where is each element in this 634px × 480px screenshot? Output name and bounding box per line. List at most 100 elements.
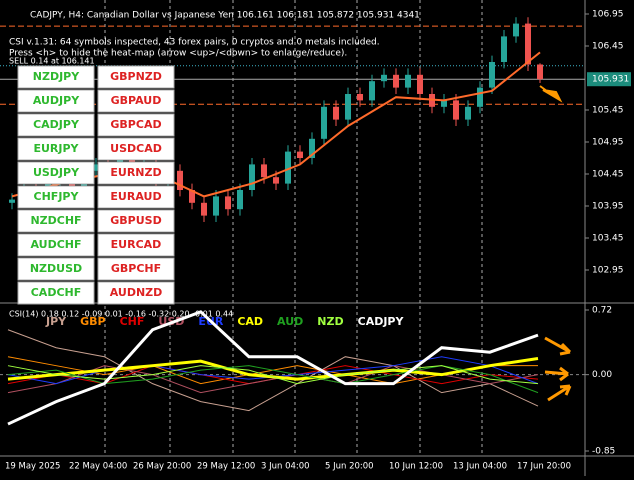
candle-body [369, 81, 375, 101]
csi-line [7, 329, 539, 412]
info-line: CSI v.1.31: 64 symbols inspected, 43 for… [9, 38, 380, 48]
legend-entry: CADJPY [358, 315, 405, 328]
time-label: 19 May 2025 [5, 462, 60, 472]
heatmap-pair: EURCAD [111, 238, 162, 251]
heatmap-cell [97, 161, 175, 185]
price-tick-label: 103.95 [592, 202, 624, 212]
arrows [539, 85, 572, 402]
candle-body [405, 74, 411, 88]
candle-body [489, 62, 495, 88]
legend-entry: CAD [237, 315, 263, 328]
heatmap-cell [97, 113, 175, 137]
heatmap-cell [97, 281, 175, 305]
heatmap-cell [17, 65, 95, 89]
symbol-line: CADJPY, H4: Canadian Dollar vs Japanese … [30, 11, 420, 21]
indicator-tick-label: 0.72 [592, 306, 612, 316]
heatmap-cell [17, 137, 95, 161]
heatmap-cell [97, 209, 175, 233]
hint-line: Press <h> to hide the heat-map (arrow <u… [9, 49, 347, 59]
price-tick-label: 105.45 [592, 106, 624, 116]
heatmap-pair: AUDCHF [30, 238, 81, 251]
candle-body [297, 151, 303, 158]
heatmap-cell [17, 209, 95, 233]
candle-body [249, 164, 255, 190]
heatmap-pair: AUDNZD [110, 286, 163, 299]
order-line: SELL 0.14 at 106.141 [9, 57, 95, 66]
price-tick-label: 106.45 [592, 42, 624, 52]
candle-body [537, 64, 543, 80]
heatmap-cell [97, 185, 175, 209]
heatmap-cell [97, 89, 175, 113]
candle-body [177, 170, 183, 190]
heatmap-pair: AUDJPY [33, 94, 80, 107]
csi-line [7, 310, 539, 426]
price-tick-label: 102.95 [592, 266, 624, 276]
time-label: 22 May 04:00 [69, 462, 127, 472]
candle-body [213, 196, 219, 216]
heatmap-pair: NZDUSD [30, 262, 82, 275]
heatmap-pair: NZDCHF [30, 214, 81, 227]
candle-body [345, 94, 351, 120]
candle-body [525, 23, 531, 65]
candle-body [441, 100, 447, 107]
legend-entry: CHF [120, 315, 145, 328]
candle-body [201, 202, 207, 216]
time-label: 26 May 20:00 [133, 462, 191, 472]
heatmap-pair: GBPUSD [110, 214, 161, 227]
legend-entry: JPY [45, 315, 67, 328]
candle-body [477, 87, 483, 107]
indicator-tick-label: 0.00 [592, 370, 612, 380]
heatmap-pair: GBPCAD [110, 118, 161, 131]
heatmap-cell [97, 137, 175, 161]
candle-body [189, 190, 195, 203]
last-price-box [587, 72, 631, 87]
indicator-title: CSI(14) 0.18 0.12 -0.09 0.01 -0.16 -0.32… [9, 310, 233, 319]
candle-body [393, 74, 399, 88]
heatmap-pair: EURAUD [110, 190, 161, 203]
candle-body [237, 190, 243, 210]
heatmap-cell [97, 65, 175, 89]
candle-body [357, 94, 363, 101]
indicator-tick-label: -0.85 [592, 447, 615, 457]
legend-entry: AUD [277, 315, 303, 328]
time-label: 5 Jun 20:00 [325, 462, 374, 472]
time-label: 13 Jun 04:00 [453, 462, 507, 472]
candle-body [465, 106, 471, 120]
heatmap-pair: GBPCHF [111, 262, 161, 275]
heatmap-cell [17, 161, 95, 185]
last-price-label: 105.931 [592, 75, 629, 85]
time-label: 17 Jun 20:00 [517, 462, 571, 472]
candle-body [453, 100, 459, 120]
candle-body [93, 164, 99, 171]
heatmap-pair: GBPNZD [110, 70, 162, 83]
candle-body [381, 74, 387, 82]
heatmap-cell [17, 233, 95, 257]
heatmap-pair: CHFJPY [34, 190, 80, 203]
candle-body [333, 106, 339, 120]
candle-body [513, 23, 519, 37]
candle-body [9, 199, 15, 203]
heatmap-cell [17, 281, 95, 305]
heatmap-pair: USDJPY [33, 166, 80, 179]
heatmap-cell [17, 185, 95, 209]
heatmap-cell [97, 233, 175, 257]
heatmap-pair: EURJPY [33, 142, 79, 155]
price-tick-label: 106.95 [592, 10, 624, 20]
candle-body [261, 164, 267, 178]
candle-body [225, 196, 231, 210]
candle-body [501, 36, 507, 62]
heatmap-pair: NZDJPY [33, 70, 80, 83]
heatmap-pair: USDCAD [110, 142, 162, 155]
heatmap-pair: GBPAUD [111, 94, 162, 107]
legend-entry: NZD [317, 315, 343, 328]
candle-body [273, 177, 279, 184]
time-label: 29 May 12:00 [197, 462, 255, 472]
legend-entry: GBP [80, 315, 105, 328]
heatmap-pair: CADJPY [33, 118, 80, 131]
time-label: 10 Jun 12:00 [389, 462, 443, 472]
price-tick-label: 104.95 [592, 138, 624, 148]
csi-line [7, 365, 539, 385]
heatmap-cell [17, 89, 95, 113]
